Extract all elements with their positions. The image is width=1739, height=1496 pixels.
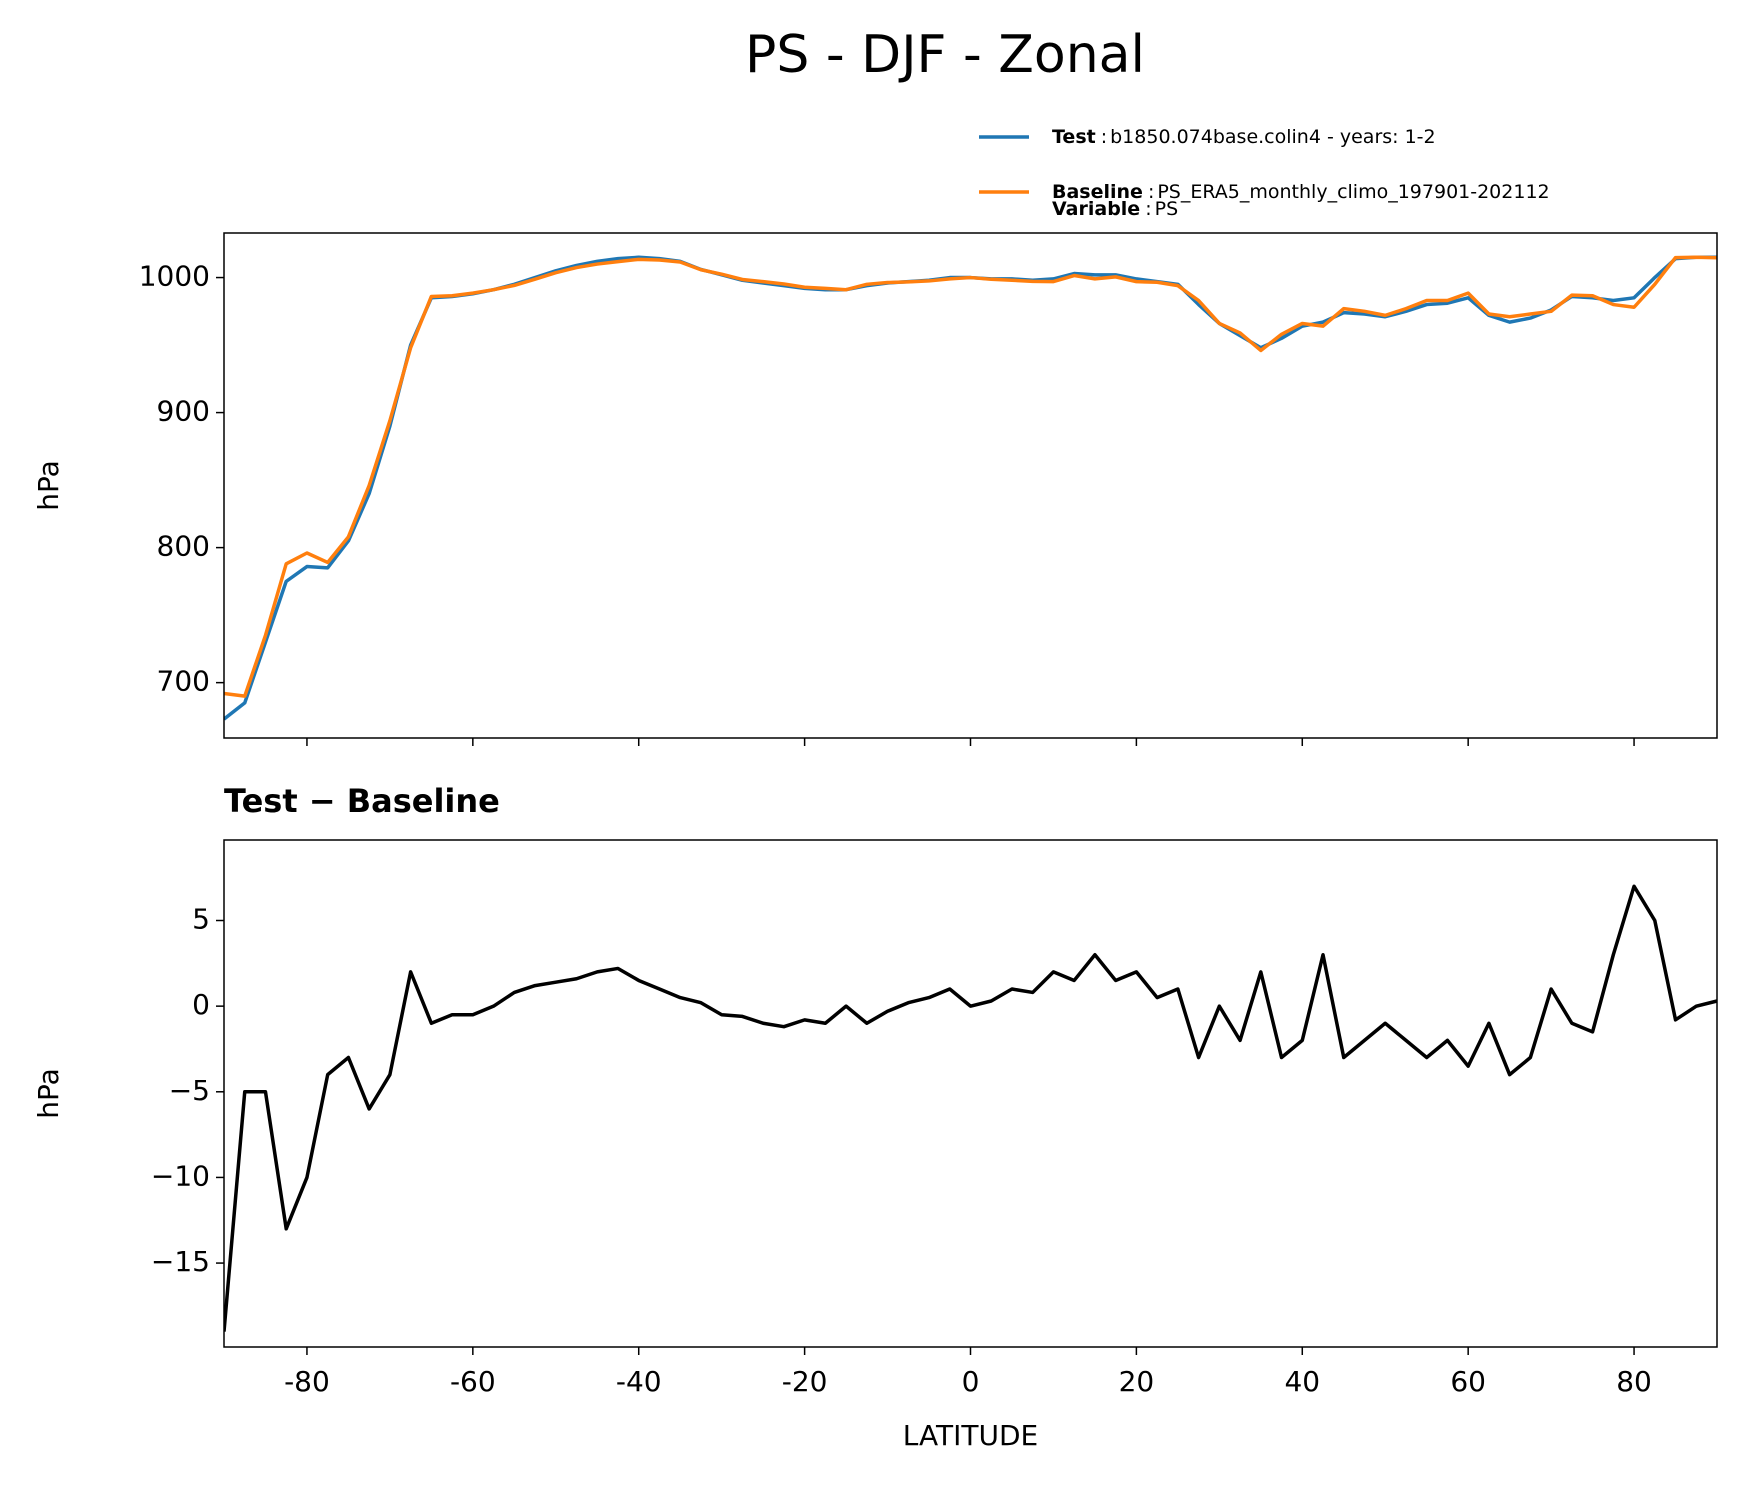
x-tick-label: -40 [616,1365,662,1398]
data-line [224,255,1717,698]
x-tick-label: 20 [1119,1365,1155,1398]
y-tick-label: 900 [157,395,210,428]
x-tick-label: 60 [1450,1365,1486,1398]
y-tick-label: 700 [157,665,210,698]
axes-frame [223,839,1718,1348]
y-tick-label: −10 [151,1159,210,1192]
legend-entry: Baseline: PS_ERA5_monthly_climo_197901-20… [1052,181,1550,203]
y-tick-label: 0 [192,988,210,1021]
y-tick-label: 1000 [139,260,210,293]
legend-entry: Variable: PS [1052,198,1178,220]
legend-separator: : [1145,198,1151,220]
x-tick-label: 80 [1616,1365,1652,1398]
legend-name: Test [1052,126,1096,148]
y-tick-label: −5 [169,1074,210,1107]
legend-entry: Test: b1850.074base.colin4 - years: 1-2 [1052,126,1436,148]
legend-name: Baseline [1052,181,1143,203]
x-tick-label: -60 [450,1365,496,1398]
legend-description: b1850.074base.colin4 - years: 1-2 [1110,126,1436,148]
x-tick-label: 0 [962,1365,980,1398]
figure-title: PS - DJF - Zonal [745,25,1145,85]
legend-description: PS [1155,198,1179,220]
legend-separator: : [1148,181,1154,203]
x-tick-label: 40 [1284,1365,1320,1398]
legend-description: PS_ERA5_monthly_climo_197901-202112 [1157,181,1549,203]
y-axis-label: hPa [32,460,65,511]
x-tick-label: -20 [782,1365,828,1398]
y-axis-label: hPa [32,1068,65,1119]
y-tick-label: 5 [192,903,210,936]
y-tick-label: −15 [151,1245,210,1278]
axes-frame [223,232,1718,739]
data-line [224,884,1717,1332]
legend-name: Variable [1052,198,1140,220]
x-tick-label: -80 [284,1365,330,1398]
y-tick-label: 800 [157,530,210,563]
x-axis-label: LATITUDE [903,1419,1038,1452]
axes-title: Test − Baseline [224,782,500,820]
legend-separator: : [1101,126,1107,148]
